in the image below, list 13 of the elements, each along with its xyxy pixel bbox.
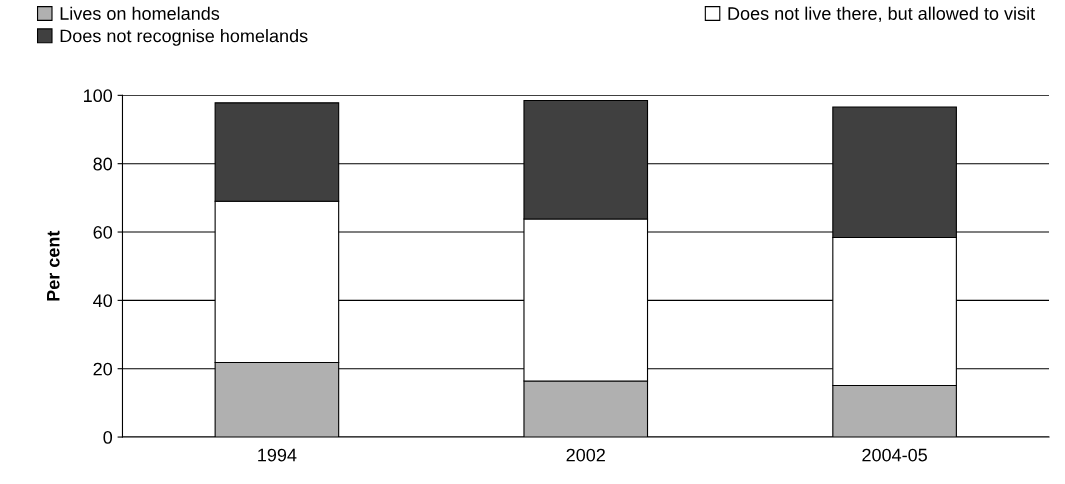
y-tick-label: 80 [93,157,113,171]
y-tick-label: 100 [84,89,113,103]
legend-label: Does not recognise homelands [60,29,308,46]
y-tick-label: 0 [103,430,113,444]
x-tick-label: 1994 [258,448,297,462]
y-tick-label: 20 [93,362,113,376]
x-tick-label: 2002 [566,448,605,462]
legend-label: Does not live there, but allowed to visit [728,6,1035,23]
legend-label: Lives on homelands [60,6,220,20]
y-tick-label: 60 [93,225,113,239]
y-axis-title: Per cent [47,230,60,301]
x-tick-label: 2004-05 [862,448,927,462]
y-tick-label: 40 [93,294,113,308]
